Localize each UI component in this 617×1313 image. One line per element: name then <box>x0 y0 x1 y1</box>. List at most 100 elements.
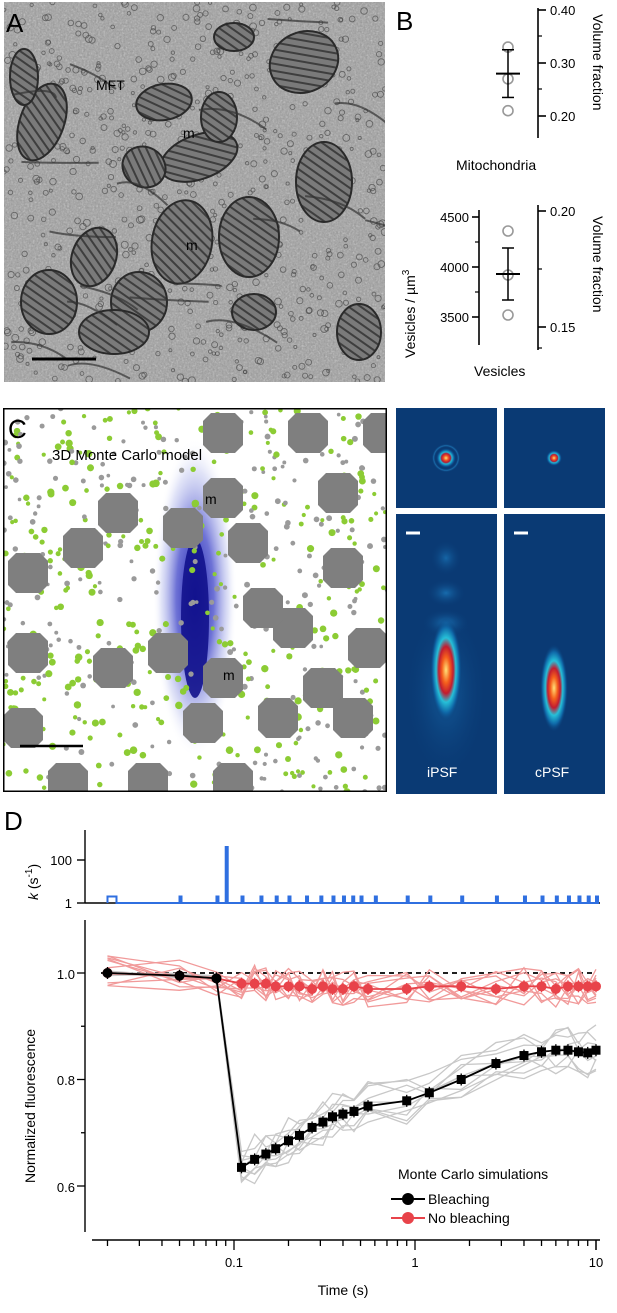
green-vesicle <box>13 518 18 524</box>
mito-block <box>183 703 223 743</box>
green-vesicle <box>121 534 126 539</box>
membrane <box>116 181 169 206</box>
green-vesicle <box>64 683 72 691</box>
mito-block <box>128 763 168 803</box>
green-vesicle <box>54 605 59 611</box>
mitochondrion <box>9 48 39 106</box>
mitochondrion <box>135 82 193 122</box>
green-vesicle <box>245 715 250 720</box>
grey-vesicle <box>36 675 42 680</box>
green-vesicle <box>347 439 354 446</box>
vesicle <box>41 50 46 55</box>
bleach-point <box>271 1144 281 1154</box>
mito-label-1: m <box>183 125 195 141</box>
grey-vesicle <box>349 527 355 533</box>
green-vesicle <box>7 688 14 696</box>
green-vesicle <box>23 494 30 501</box>
vesicle <box>194 43 202 50</box>
grey-vesicle <box>297 773 302 779</box>
grey-vesicle <box>4 672 9 677</box>
green-vesicle <box>155 717 161 722</box>
grey-vesicle <box>282 500 288 506</box>
grey-vesicle <box>106 473 111 478</box>
grey-vesicle <box>316 583 322 588</box>
grey-vesicle <box>54 630 59 635</box>
grey-vesicle <box>261 470 266 474</box>
vesicle <box>189 287 195 292</box>
grey-vesicle <box>212 615 219 621</box>
bleach-point <box>236 1162 246 1172</box>
vesicle <box>105 158 113 165</box>
bleach-sim-trace <box>107 971 597 1153</box>
vesicle <box>194 18 201 25</box>
green-vesicle <box>39 539 45 545</box>
vesicle <box>100 124 108 132</box>
green-vesicle <box>41 526 48 534</box>
mito-axis-label: Volume fraction <box>590 14 606 111</box>
grey-vesicle <box>36 495 42 501</box>
membrane <box>267 17 328 24</box>
grey-vesicle <box>336 453 341 458</box>
vesicle <box>135 56 142 63</box>
green-vesicle <box>354 589 360 594</box>
green-vesicle <box>245 676 251 682</box>
vesicle <box>199 35 207 42</box>
green-vesicle <box>275 742 283 749</box>
green-vesicle <box>153 543 159 549</box>
mito-block <box>163 508 203 548</box>
vesicle <box>124 126 131 132</box>
vesicle <box>130 75 138 83</box>
grey-vesicle <box>219 626 224 632</box>
vesicle <box>357 208 364 214</box>
vesicle <box>318 26 325 33</box>
nobleach-point <box>327 983 338 994</box>
vesicle <box>59 142 67 151</box>
green-vesicle <box>161 449 167 455</box>
nobleach-point <box>562 981 573 992</box>
vesicle <box>218 345 224 351</box>
green-vesicle <box>6 606 11 612</box>
vesicle <box>263 159 268 164</box>
nobleach-sim-trace <box>107 958 597 1009</box>
green-vesicle <box>227 640 234 647</box>
vesicle-right-axis-label: Volume fraction <box>590 216 606 313</box>
green-vesicle <box>320 518 325 523</box>
grey-vesicle <box>7 602 13 608</box>
grey-vesicle <box>91 425 97 431</box>
x-tick-0.1: 0.1 <box>225 1255 243 1270</box>
vesicle <box>149 130 157 138</box>
vesicle <box>67 343 74 351</box>
green-vesicle <box>106 415 113 422</box>
vesicle <box>126 11 132 16</box>
vesicle <box>225 321 233 329</box>
grey-vesicle <box>367 543 373 550</box>
grey-vesicle <box>319 452 325 457</box>
vesicle <box>247 190 253 196</box>
green-vesicle <box>273 451 280 458</box>
green-vesicle <box>295 769 301 774</box>
green-vesicle <box>87 735 93 741</box>
grey-vesicle <box>160 436 167 443</box>
green-vesicle <box>28 528 35 535</box>
grey-vesicle <box>81 514 87 520</box>
nobleach-point <box>518 981 529 992</box>
grey-vesicle <box>5 470 12 477</box>
k-axis-label: k (s-1) <box>24 864 41 900</box>
green-vesicle <box>45 670 53 678</box>
bleach-point <box>551 1045 561 1055</box>
green-vesicle <box>305 504 310 510</box>
mito-block <box>203 658 243 698</box>
bleach-point <box>456 1075 466 1084</box>
mft-label: MFT <box>96 77 125 93</box>
panel-letter-b: B <box>396 6 414 36</box>
green-vesicle <box>155 433 162 441</box>
grey-vesicle <box>111 451 117 456</box>
green-vesicle <box>42 697 47 702</box>
k-trace-line <box>106 846 599 904</box>
vesicle-point-2 <box>502 309 514 321</box>
vesicle <box>184 190 189 195</box>
fluor-y-ticks <box>77 972 85 1187</box>
vesicle <box>278 304 284 309</box>
grey-vesicle <box>87 674 92 679</box>
vesicle <box>119 145 125 151</box>
